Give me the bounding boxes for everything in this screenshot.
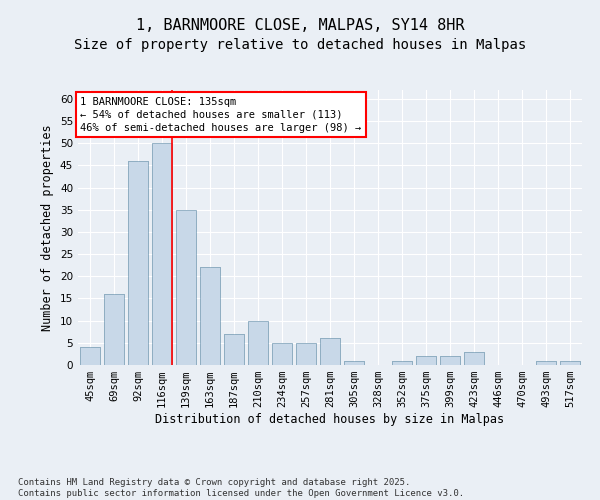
Bar [104,294,124,365]
Bar [416,356,436,365]
Bar [248,320,268,365]
Bar [200,268,220,365]
Bar [536,360,556,365]
Bar [392,360,412,365]
Bar [416,356,436,365]
Bar [152,143,172,365]
Bar [176,210,196,365]
Bar [560,360,580,365]
Bar [176,210,196,365]
Bar [248,320,268,365]
Bar [344,360,364,365]
Bar [224,334,244,365]
Bar [440,356,460,365]
Text: 1 BARNMOORE CLOSE: 135sqm
← 54% of detached houses are smaller (113)
46% of semi: 1 BARNMOORE CLOSE: 135sqm ← 54% of detac… [80,96,362,133]
Bar [128,161,148,365]
Bar [272,343,292,365]
Bar [296,343,316,365]
Bar [392,360,412,365]
Bar [560,360,580,365]
Bar [464,352,484,365]
Text: 1, BARNMOORE CLOSE, MALPAS, SY14 8HR: 1, BARNMOORE CLOSE, MALPAS, SY14 8HR [136,18,464,32]
Text: Size of property relative to detached houses in Malpas: Size of property relative to detached ho… [74,38,526,52]
Bar [152,143,172,365]
X-axis label: Distribution of detached houses by size in Malpas: Distribution of detached houses by size … [155,413,505,426]
Bar [80,348,100,365]
Bar [224,334,244,365]
Bar [440,356,460,365]
Bar [200,268,220,365]
Bar [320,338,340,365]
Bar [536,360,556,365]
Bar [296,343,316,365]
Text: Contains HM Land Registry data © Crown copyright and database right 2025.
Contai: Contains HM Land Registry data © Crown c… [18,478,464,498]
Bar [80,348,100,365]
Y-axis label: Number of detached properties: Number of detached properties [41,124,55,331]
Bar [128,161,148,365]
Bar [272,343,292,365]
Bar [104,294,124,365]
Bar [320,338,340,365]
Bar [464,352,484,365]
Bar [344,360,364,365]
